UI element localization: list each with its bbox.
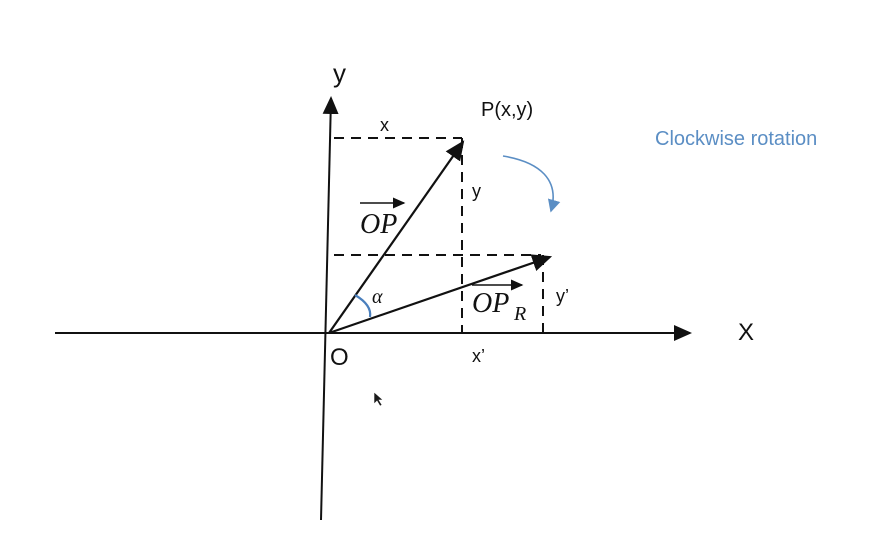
- op-label: OP: [360, 209, 397, 240]
- angle-arc: [354, 294, 372, 318]
- angle-label: α: [372, 286, 383, 308]
- y-axis: [320, 96, 339, 521]
- clockwise-rotation-note: Clockwise rotation: [655, 128, 817, 150]
- point-label: P(x,y): [481, 99, 533, 121]
- opr-subscript: R: [513, 303, 526, 325]
- point-y-label: y: [472, 181, 481, 201]
- cursor-icon: [373, 391, 384, 407]
- point-x-label: x: [380, 115, 389, 135]
- opr-label: OP: [472, 288, 509, 319]
- x-axis-label: X: [738, 319, 754, 346]
- vector-op-r: [328, 254, 553, 335]
- rotated-y-label: y’: [556, 286, 569, 306]
- vector-op: [328, 140, 465, 334]
- clockwise-arrow: [502, 155, 561, 213]
- origin-label: O: [330, 344, 349, 371]
- rotated-x-label: x’: [472, 346, 485, 366]
- y-axis-label: y: [333, 58, 346, 88]
